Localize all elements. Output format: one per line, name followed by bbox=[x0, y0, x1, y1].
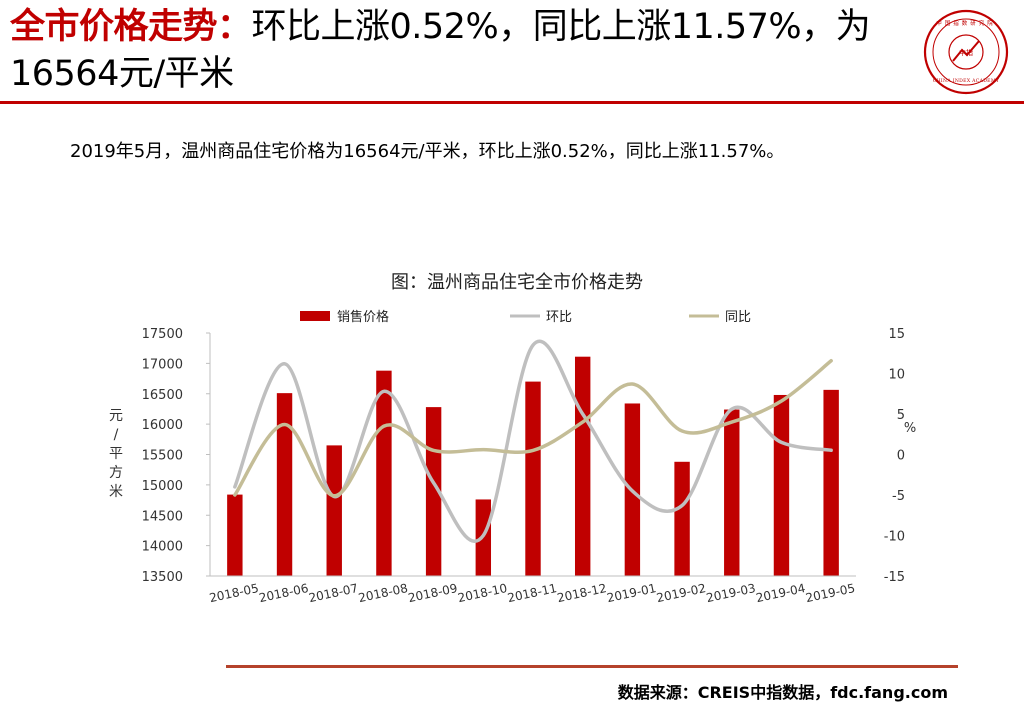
title-rest: 环比上涨0.52%，同比上涨11.57%，为16564元/平米 bbox=[10, 7, 871, 94]
data-source: 数据来源：CREIS中指数据，fdc.fang.com bbox=[617, 683, 948, 702]
china-index-academy-logo: 中指 CHINA INDEX ACADEMY 中国指数研究院 bbox=[923, 9, 1009, 95]
mom-line bbox=[233, 339, 833, 543]
left-tick-label: 16000 bbox=[142, 418, 183, 433]
y-axis-label-char: 米 bbox=[109, 484, 123, 500]
svg-text:中国指数研究院: 中国指数研究院 bbox=[936, 19, 996, 27]
right-tick-label: 0 bbox=[897, 449, 905, 464]
price-bar bbox=[326, 445, 342, 576]
right-tick-label: -5 bbox=[892, 489, 905, 504]
price-bar bbox=[525, 381, 541, 576]
left-tick-label: 13500 bbox=[142, 570, 183, 585]
price-bar bbox=[674, 461, 690, 576]
x-tick-label: 2019-01 bbox=[606, 581, 658, 605]
y-axis-label-char: 元 bbox=[109, 408, 123, 424]
legend-label-yoy: 同比 bbox=[725, 310, 751, 325]
x-tick-label: 2019-02 bbox=[655, 581, 707, 605]
x-tick-label: 2018-09 bbox=[407, 581, 459, 605]
y2-axis-label: % bbox=[904, 421, 916, 436]
legend-label-mom: 环比 bbox=[546, 310, 572, 325]
right-tick-label: -15 bbox=[884, 570, 905, 585]
price-bar bbox=[724, 409, 740, 576]
price-bar bbox=[574, 356, 591, 576]
price-bar bbox=[823, 389, 839, 576]
legend-label-price: 销售价格 bbox=[337, 309, 389, 325]
left-tick-label: 14500 bbox=[142, 509, 183, 524]
x-tick-label: 2018-07 bbox=[307, 581, 359, 605]
price-bar bbox=[227, 494, 243, 576]
left-tick-label: 16500 bbox=[142, 388, 183, 403]
y-axis-label-char: / bbox=[114, 427, 119, 443]
left-tick-label: 15000 bbox=[142, 479, 183, 494]
x-tick-label: 2019-05 bbox=[804, 581, 856, 605]
title-highlight: 全市价格走势： bbox=[10, 7, 252, 47]
page-title: 全市价格走势：环比上涨0.52%，同比上涨11.57%，为16564元/平米 bbox=[10, 4, 890, 98]
x-tick-label: 2019-04 bbox=[755, 581, 807, 605]
price-bar bbox=[376, 370, 392, 576]
x-tick-label: 2018-11 bbox=[506, 581, 558, 605]
chart-title: 图：温州商品住宅全市价格走势 bbox=[391, 272, 643, 293]
left-tick-label: 14000 bbox=[142, 540, 183, 555]
price-bar bbox=[276, 393, 293, 576]
right-tick-label: 5 bbox=[897, 408, 905, 423]
x-tick-label: 2018-08 bbox=[357, 581, 409, 605]
svg-text:中指: 中指 bbox=[959, 48, 973, 57]
x-tick-label: 2018-12 bbox=[556, 581, 608, 605]
legend-swatch-price bbox=[300, 311, 330, 321]
title-divider bbox=[0, 101, 1024, 104]
right-tick-label: 10 bbox=[888, 368, 905, 383]
footer-divider bbox=[226, 665, 958, 668]
yoy-line bbox=[233, 359, 833, 498]
y-axis-label-char: 平 bbox=[109, 446, 123, 462]
left-tick-label: 17500 bbox=[142, 327, 183, 342]
svg-text:CHINA INDEX ACADEMY: CHINA INDEX ACADEMY bbox=[933, 78, 1000, 84]
x-tick-label: 2018-06 bbox=[258, 581, 310, 605]
x-tick-label: 2018-10 bbox=[456, 581, 508, 605]
summary-text: 2019年5月，温州商品住宅价格为16564元/平米，环比上涨0.52%，同比上… bbox=[70, 141, 785, 162]
left-tick-label: 15500 bbox=[142, 449, 183, 464]
right-tick-label: 15 bbox=[888, 327, 905, 342]
left-tick-label: 17000 bbox=[142, 357, 183, 372]
price-bar bbox=[773, 394, 790, 576]
x-tick-label: 2019-03 bbox=[705, 581, 757, 605]
y-axis-label-char: 方 bbox=[109, 465, 123, 481]
x-tick-label: 2018-05 bbox=[208, 581, 260, 605]
right-tick-label: -10 bbox=[884, 530, 905, 545]
